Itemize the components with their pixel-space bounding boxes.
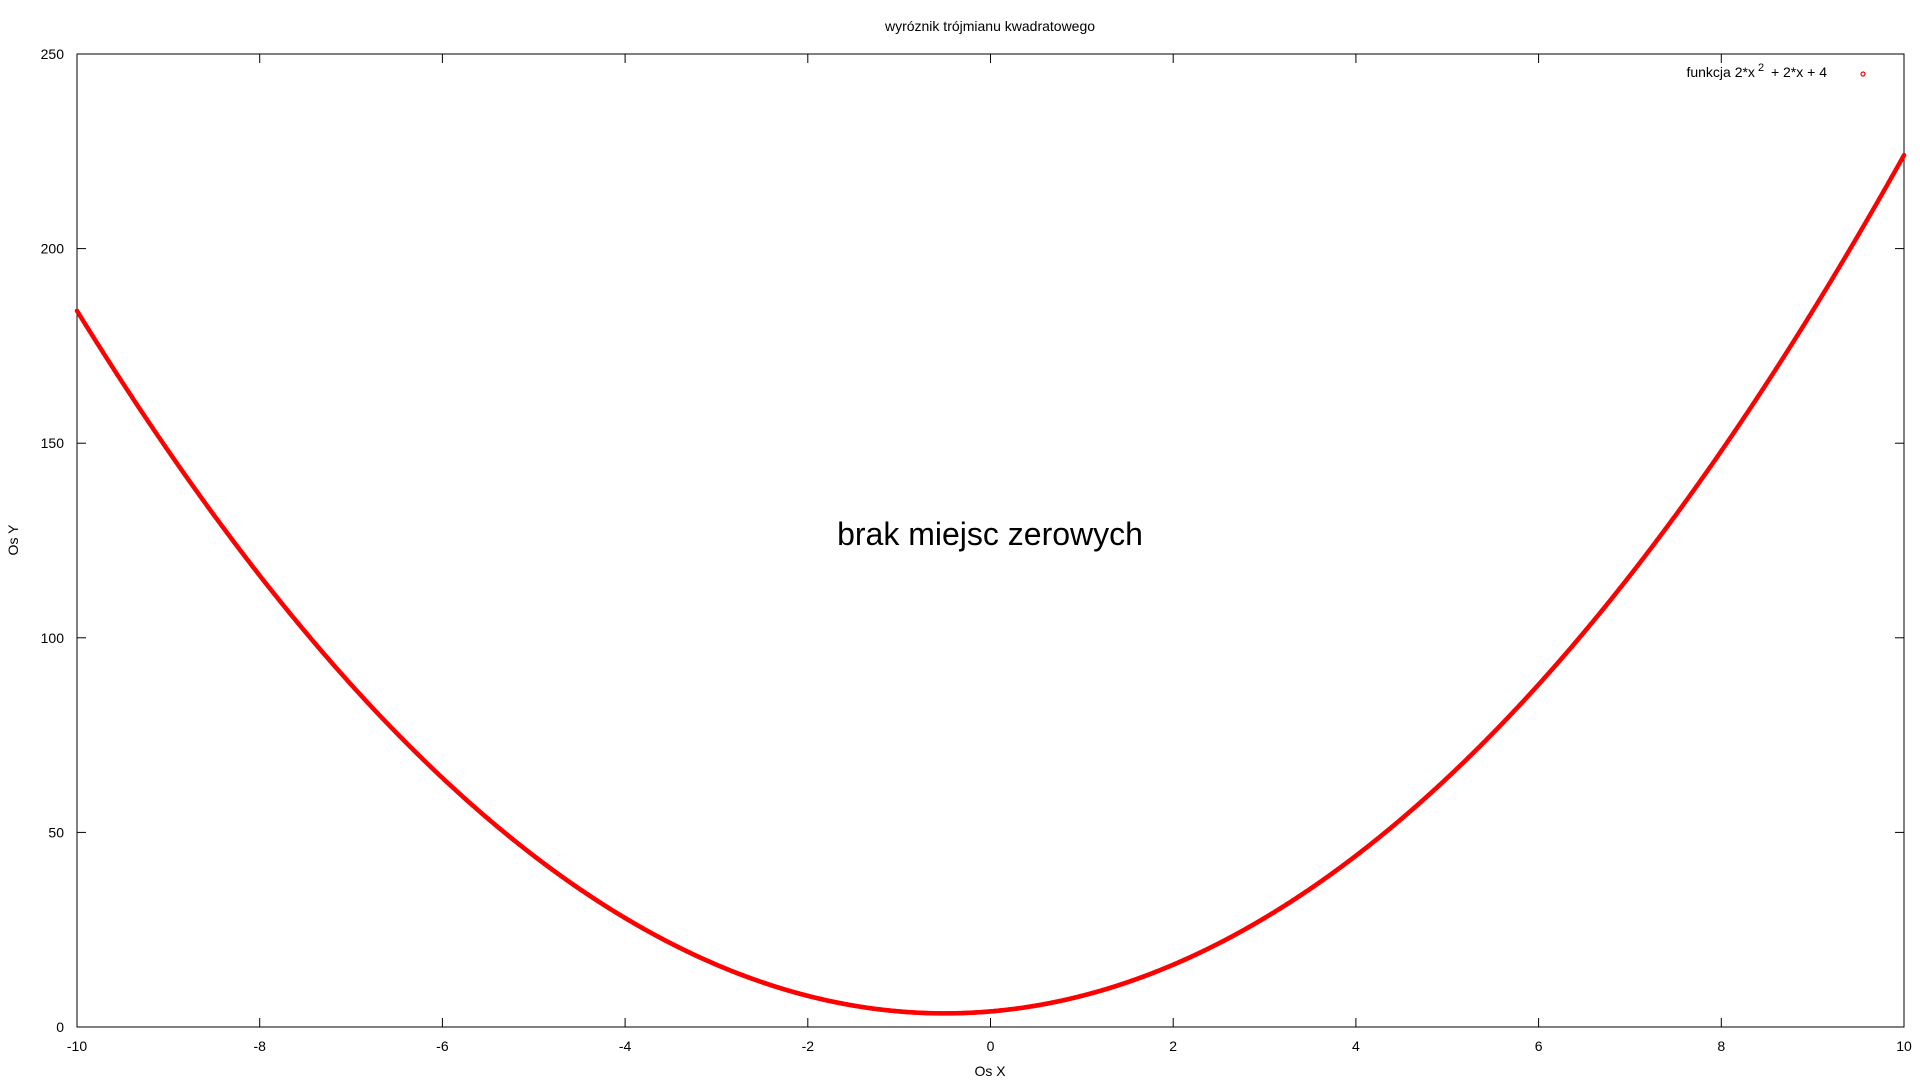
legend: funkcja 2*x 2 + 2*x + 4 <box>1686 62 1866 80</box>
series-0 <box>74 152 1907 1016</box>
legend-label-prefix: funkcja 2*x <box>1686 64 1754 80</box>
x-tick-label: -10 <box>67 1038 87 1054</box>
legend-label-suffix: + 2*x + 4 <box>1767 64 1827 80</box>
y-tick-label: 100 <box>41 630 65 646</box>
x-tick-label: 0 <box>987 1038 995 1054</box>
x-tick-label: -8 <box>253 1038 266 1054</box>
data-point <box>1901 152 1907 158</box>
y-axis-ticks: 0 50 100 150 200 250 <box>41 46 1904 1035</box>
legend-label: funkcja 2*x 2 + 2*x + 4 <box>1686 62 1827 80</box>
x-tick-label: 10 <box>1896 1038 1912 1054</box>
y-tick-label: 150 <box>41 435 65 451</box>
x-tick-label: 2 <box>1169 1038 1177 1054</box>
y-axis-label: Os Y <box>5 524 21 556</box>
chart-annotation: brak miejsc zerowych <box>837 516 1143 552</box>
x-tick-label: -4 <box>619 1038 632 1054</box>
y-tick-label: 250 <box>41 46 65 62</box>
x-tick-label: -6 <box>436 1038 449 1054</box>
x-tick-label: 4 <box>1352 1038 1360 1054</box>
legend-marker <box>1860 71 1866 77</box>
x-tick-label: -2 <box>802 1038 815 1054</box>
legend-label-superscript: 2 <box>1758 62 1764 74</box>
chart-title: wyróznik trójmianu kwadratowego <box>884 18 1095 34</box>
x-axis-ticks: -10 -8 -6 -4 -2 0 2 4 6 8 10 <box>67 54 1912 1054</box>
y-tick-label: 0 <box>56 1019 64 1035</box>
y-tick-label: 50 <box>48 824 64 840</box>
y-tick-label: 200 <box>41 241 65 257</box>
x-tick-label: 8 <box>1717 1038 1725 1054</box>
data-series <box>74 152 1907 1016</box>
x-axis-label: Os X <box>974 1063 1006 1079</box>
x-tick-label: 6 <box>1535 1038 1543 1054</box>
